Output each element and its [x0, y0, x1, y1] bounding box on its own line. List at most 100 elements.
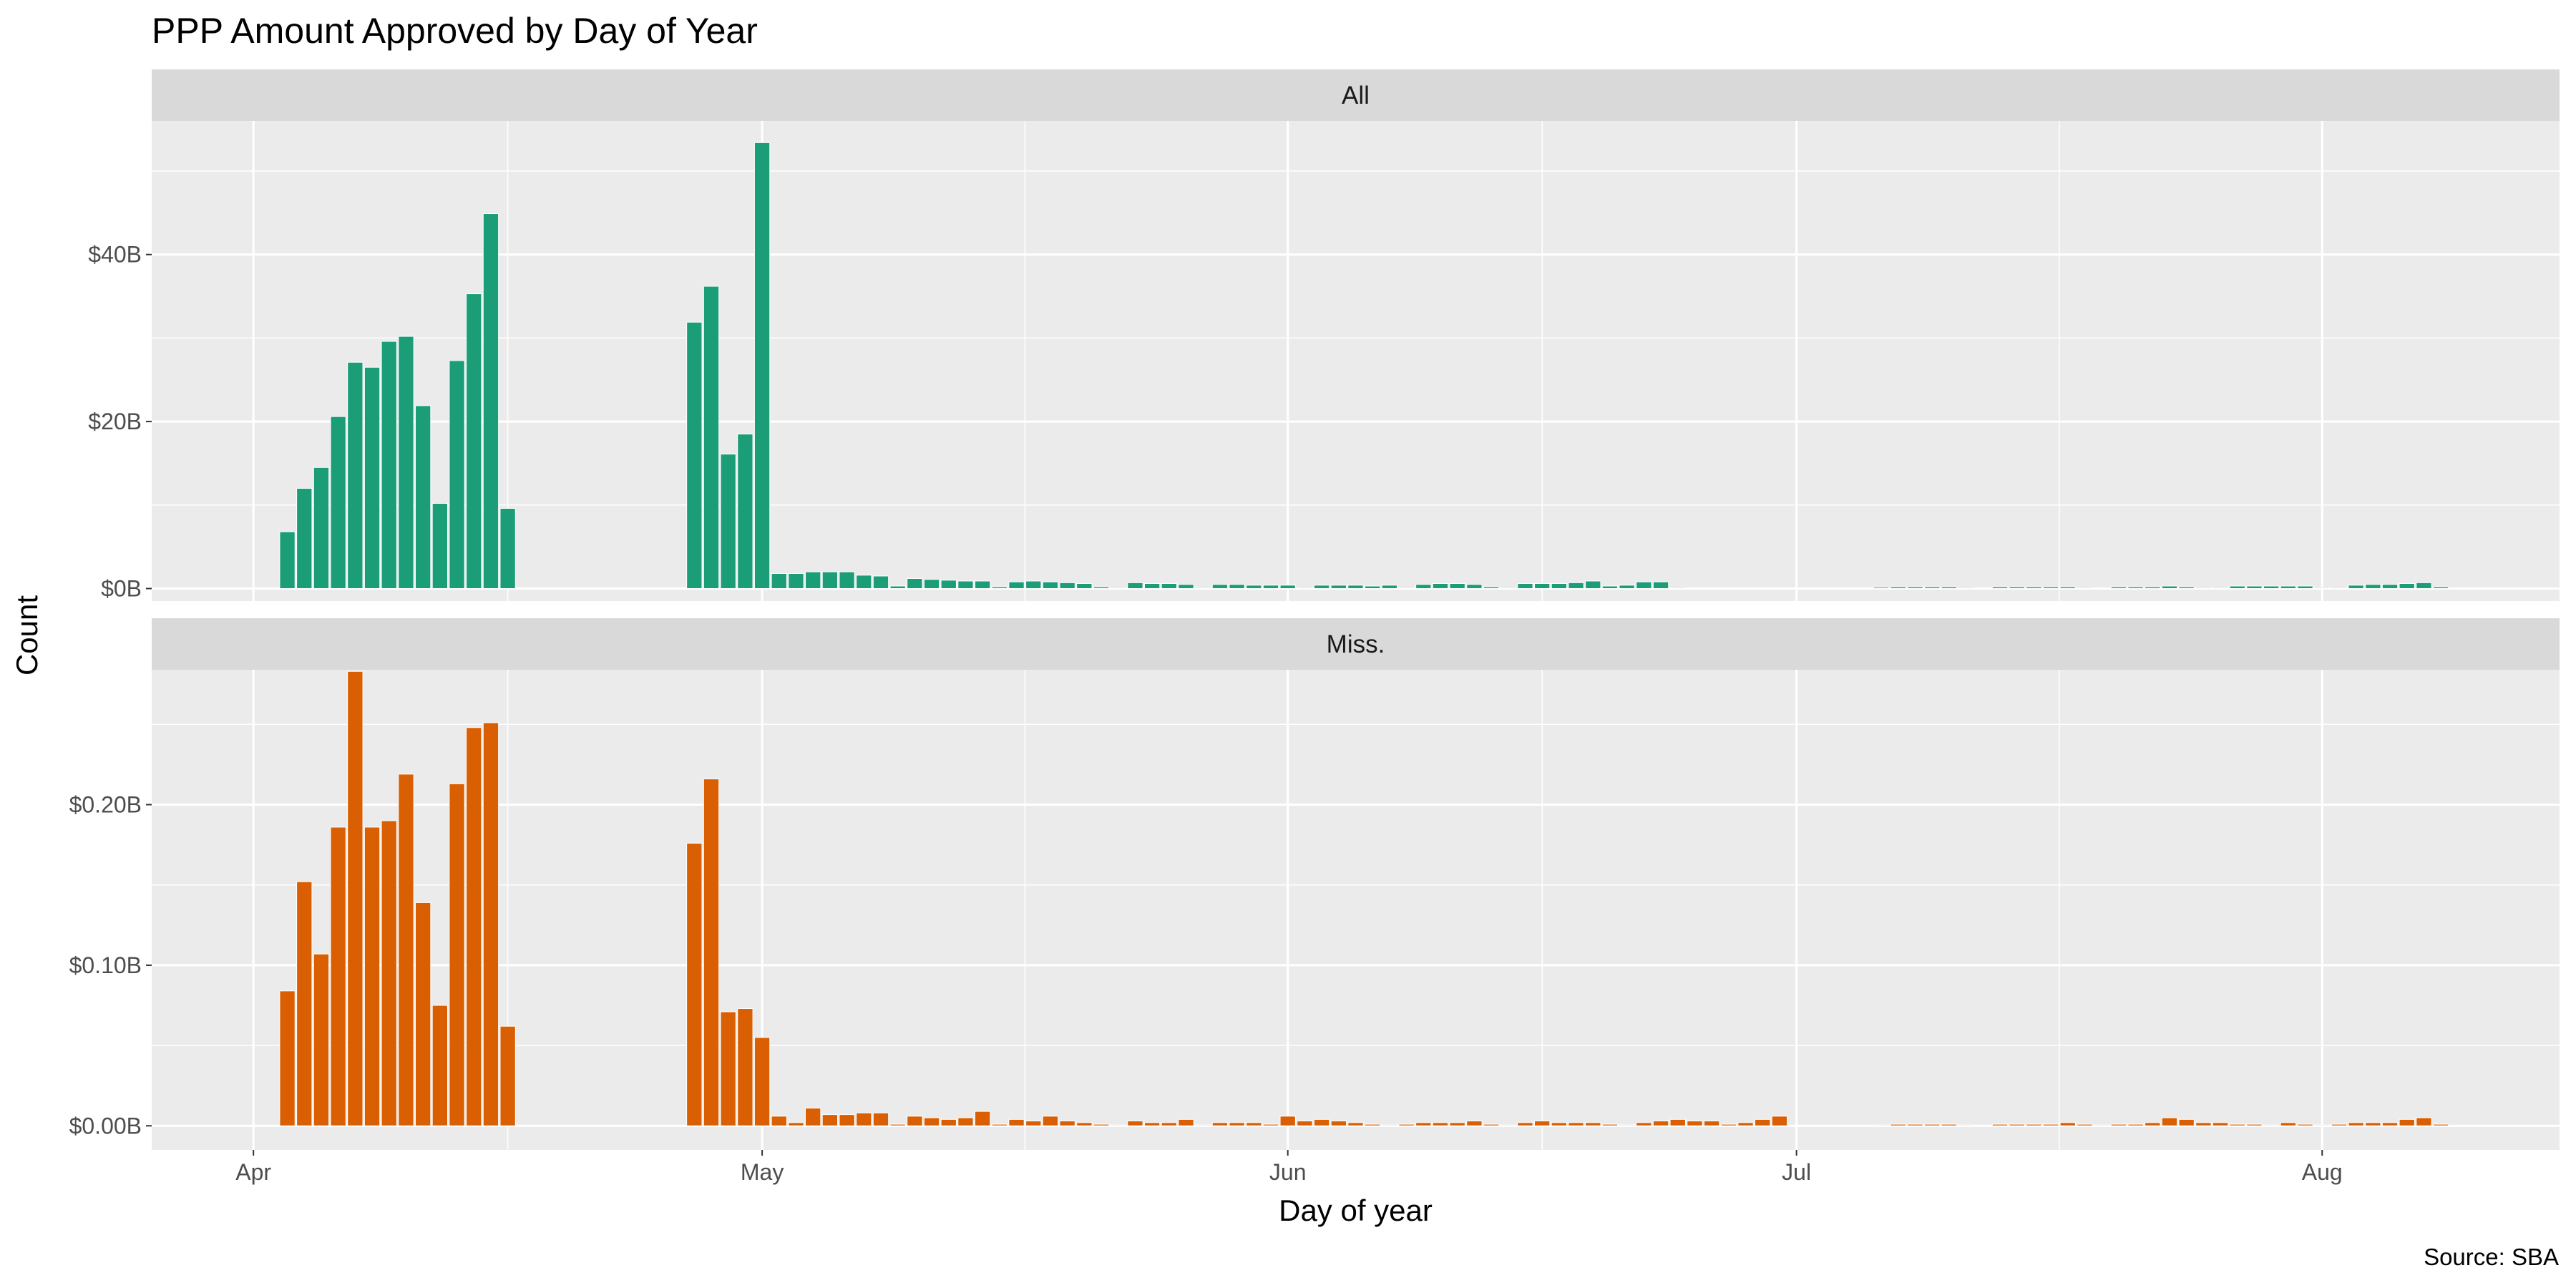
bar	[703, 779, 720, 1126]
bar	[2381, 584, 2399, 589]
bar	[1398, 587, 1415, 589]
bar	[1856, 587, 1873, 589]
bar	[1279, 1116, 1296, 1126]
bar	[1330, 585, 1347, 589]
bar	[1330, 1121, 1347, 1126]
bar	[1246, 1122, 1262, 1126]
bar	[449, 360, 465, 589]
bar	[2416, 1117, 2432, 1126]
panel-strip-label-all: All	[1342, 82, 1370, 109]
bar	[1466, 1121, 1483, 1126]
bar	[1551, 1122, 1568, 1126]
bar	[1991, 1123, 2009, 1126]
bar	[1755, 587, 1771, 589]
bar	[2042, 586, 2059, 589]
bar	[347, 361, 364, 589]
bar	[381, 820, 397, 1126]
bar	[907, 1116, 923, 1126]
bar	[907, 577, 923, 589]
bar	[1941, 586, 1958, 589]
bar	[1211, 584, 1229, 589]
bar	[1297, 587, 1313, 589]
bar	[1924, 1123, 1941, 1126]
y-tick-label: $0B	[101, 575, 142, 601]
bar	[771, 572, 787, 589]
bar	[1500, 1124, 1516, 1126]
panel-plot-area-all	[152, 121, 2560, 601]
x-tick-label: Jul	[1782, 1159, 1811, 1185]
bar	[2246, 1123, 2263, 1126]
bar	[1449, 1122, 1465, 1126]
bar	[466, 293, 482, 589]
bar	[2263, 1124, 2280, 1126]
bar	[923, 579, 940, 589]
bar	[1534, 1121, 1551, 1126]
y-tick-label: $0.20B	[69, 792, 142, 818]
bar	[482, 722, 499, 1126]
bar	[1873, 587, 1890, 589]
bar	[1347, 585, 1364, 589]
bar	[1771, 587, 1788, 589]
bar	[2246, 585, 2263, 589]
bar	[1127, 1121, 1143, 1126]
bar	[1652, 1121, 1669, 1126]
bar	[1143, 1122, 1161, 1126]
bar	[957, 580, 974, 589]
bar	[1636, 581, 1652, 589]
panel-plot-area-miss	[152, 670, 2560, 1150]
bar	[720, 1011, 736, 1126]
bar	[839, 571, 855, 589]
panel-bars-miss	[279, 670, 2449, 1126]
bar	[2432, 1123, 2449, 1126]
bar	[2263, 585, 2280, 589]
bar	[1805, 1124, 1822, 1126]
bar	[482, 213, 499, 589]
bar	[1178, 1118, 1194, 1126]
bar	[737, 1008, 753, 1126]
bar	[821, 1114, 839, 1126]
bar	[2399, 1118, 2415, 1126]
bar	[1059, 582, 1075, 589]
bar	[2094, 587, 2110, 589]
bar	[1279, 585, 1296, 589]
bar	[1720, 587, 1737, 589]
bar	[1652, 581, 1669, 589]
bar	[2110, 586, 2127, 589]
bar	[1093, 586, 1110, 589]
bar	[2432, 586, 2449, 589]
chart-caption: Source: SBA	[2424, 1244, 2559, 1270]
bar	[2229, 1123, 2245, 1126]
bar	[2178, 1118, 2195, 1126]
panel-y-axis-miss: $0.00B $0.10B $0.20B	[69, 792, 152, 1138]
bar	[788, 1122, 804, 1126]
bar	[1398, 1123, 1415, 1126]
bar	[1110, 587, 1126, 589]
bar	[1737, 1122, 1754, 1126]
bar	[2127, 1123, 2144, 1126]
bar	[686, 321, 703, 589]
bar	[2009, 586, 2025, 589]
bar	[279, 990, 296, 1126]
bar	[1025, 1121, 1042, 1126]
bar	[923, 1117, 940, 1126]
bar	[1958, 587, 1974, 589]
panel-y-axis-all: $0B $20B $40B	[88, 242, 152, 601]
bar	[872, 1112, 889, 1126]
bar	[2314, 587, 2331, 589]
x-axis: Apr May Jun Jul Aug	[235, 1150, 2343, 1185]
bar	[1890, 1123, 1906, 1126]
bar	[414, 902, 431, 1126]
panel-strip-all	[152, 69, 2560, 121]
bar	[1771, 1116, 1788, 1126]
panel-bars-all	[279, 142, 2449, 589]
bar	[805, 571, 821, 589]
bar	[2212, 587, 2229, 589]
bar	[1042, 1116, 1059, 1126]
bar	[2297, 1123, 2313, 1126]
bar	[2161, 1117, 2178, 1126]
bar	[1517, 582, 1533, 589]
bar	[720, 454, 736, 589]
y-tick-label: $40B	[88, 242, 142, 268]
bar	[296, 487, 313, 589]
bar	[1381, 1124, 1398, 1126]
